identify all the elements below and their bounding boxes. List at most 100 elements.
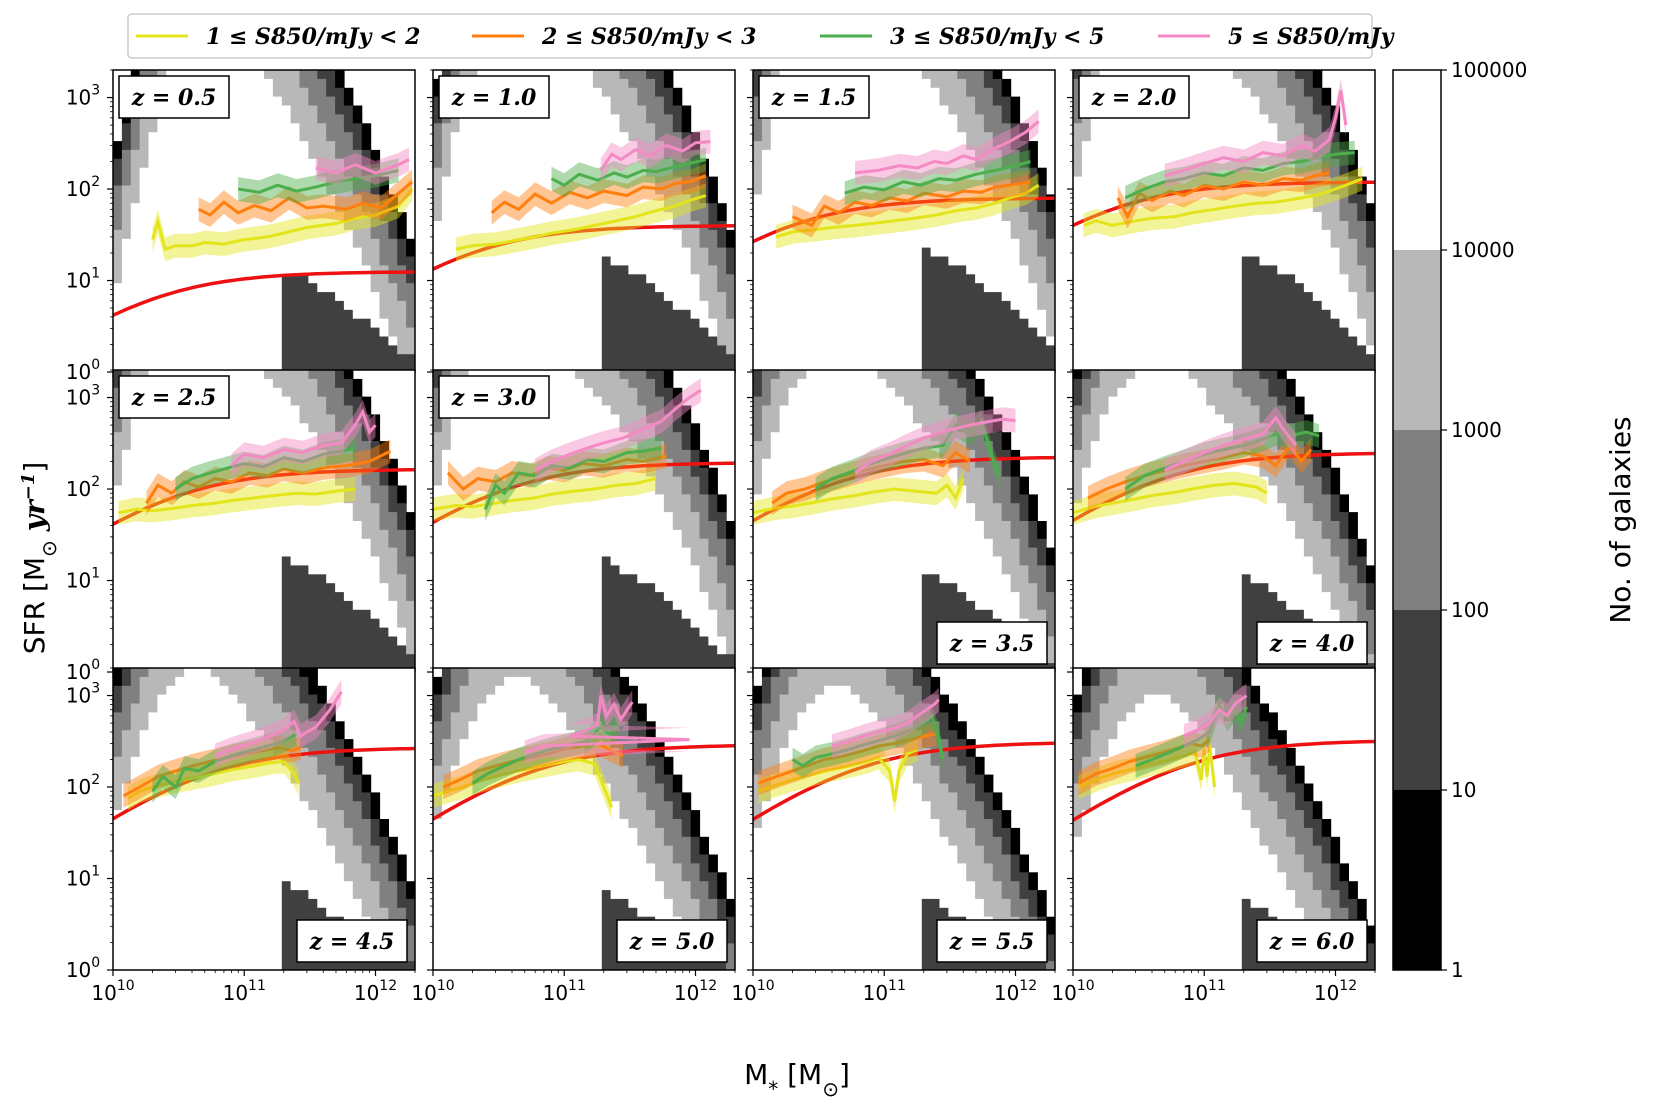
heatmap-cell xyxy=(157,114,167,124)
heatmap-cell xyxy=(1250,292,1261,302)
heatmap-cell xyxy=(1339,132,1349,142)
heatmap-cell xyxy=(1188,203,1198,213)
heatmap-cell xyxy=(139,574,150,584)
heatmap-cell xyxy=(1303,185,1314,195)
heatmap-cell xyxy=(246,78,256,89)
heatmap-cell xyxy=(272,185,283,195)
heatmap-cell xyxy=(486,70,496,80)
heatmap-cell xyxy=(557,158,567,169)
heatmap-cell xyxy=(521,167,532,178)
heatmap-cell xyxy=(441,292,452,302)
heatmap-cell xyxy=(148,354,158,364)
heatmap-cell xyxy=(601,194,612,204)
heatmap-cell xyxy=(326,123,336,133)
heatmap-cell xyxy=(317,300,327,311)
heatmap-cell xyxy=(539,167,550,178)
heatmap-cell xyxy=(335,194,345,204)
heatmap-cell xyxy=(1126,212,1136,222)
heatmap-cell xyxy=(841,123,852,133)
heatmap-cell xyxy=(441,194,452,204)
heatmap-cell xyxy=(130,203,141,213)
heatmap-cell xyxy=(326,265,336,275)
heatmap-cell xyxy=(121,370,132,380)
heatmap-cell xyxy=(237,229,247,240)
heatmap-cell xyxy=(272,247,283,258)
heatmap-cell xyxy=(1001,114,1012,124)
heatmap-cell xyxy=(121,185,132,195)
heatmap-cell xyxy=(921,149,932,160)
heatmap-cell xyxy=(841,229,852,240)
heatmap-cell xyxy=(930,336,941,346)
heatmap-cell xyxy=(1259,300,1269,311)
heatmap-cell xyxy=(157,547,167,558)
heatmap-cell xyxy=(1348,336,1358,346)
heatmap-cell xyxy=(388,327,398,338)
series-line-pink xyxy=(599,140,711,172)
heatmap-cell xyxy=(655,158,665,169)
heatmap-cell xyxy=(148,627,158,638)
heatmap-cell xyxy=(1188,70,1198,80)
heatmap-cell xyxy=(1215,70,1225,80)
heatmap-cell xyxy=(1224,247,1234,258)
heatmap-cell xyxy=(957,345,967,355)
heatmap-cell xyxy=(592,105,603,115)
heatmap-cell xyxy=(433,265,443,275)
heatmap-cell xyxy=(397,327,407,338)
heatmap-cell xyxy=(1215,194,1225,204)
heatmap-cell xyxy=(1001,345,1012,355)
heatmap-cell xyxy=(904,318,914,329)
heatmap-cell xyxy=(441,318,452,329)
heatmap-cell xyxy=(832,247,843,258)
main-sequence-curve xyxy=(433,224,735,271)
heatmap-cell xyxy=(166,449,176,460)
heatmap-cell xyxy=(388,256,398,266)
heatmap-cell xyxy=(1259,105,1269,115)
heatmap-cell xyxy=(930,203,941,213)
heatmap-cell xyxy=(717,203,727,213)
heatmap-cell xyxy=(753,363,763,372)
heatmap-cell xyxy=(832,123,843,133)
heatmap-cell xyxy=(157,212,167,222)
heatmap-cell xyxy=(219,274,230,284)
heatmap-cell xyxy=(717,345,727,355)
heatmap-cell xyxy=(113,574,123,584)
heatmap-cell xyxy=(1161,203,1172,213)
heatmap-cell xyxy=(1046,292,1055,302)
heatmap-cell xyxy=(992,309,1003,320)
heatmap-cell xyxy=(299,283,309,293)
heatmap-cell xyxy=(281,185,292,195)
heatmap-cell xyxy=(690,247,701,258)
heatmap-cell xyxy=(228,114,238,124)
heatmap-cell xyxy=(1303,318,1314,329)
heatmap-cell xyxy=(1170,354,1181,364)
heatmap-cell xyxy=(139,300,150,311)
heatmap-cell xyxy=(904,265,914,275)
heatmap-cell xyxy=(139,256,150,266)
heatmap-cell xyxy=(1010,105,1021,115)
heatmap-cell xyxy=(290,229,301,240)
heatmap-cell xyxy=(148,274,158,284)
heatmap-cell xyxy=(1286,167,1296,178)
heatmap-cell xyxy=(157,336,167,346)
heatmap-cell xyxy=(1170,158,1181,169)
heatmap-cell xyxy=(468,158,478,169)
heatmap-cell xyxy=(335,256,345,266)
heatmap-cell xyxy=(628,132,638,142)
heatmap-cell xyxy=(210,309,221,320)
heatmap-cell xyxy=(228,336,238,346)
heatmap-cell xyxy=(1001,96,1012,107)
heatmap-cell xyxy=(975,354,985,364)
heatmap-cell xyxy=(255,327,265,338)
heatmap-cell xyxy=(166,274,176,284)
heatmap-cell xyxy=(824,194,834,204)
heatmap-cell xyxy=(895,132,905,142)
heatmap-cell xyxy=(379,283,389,293)
heatmap-cell xyxy=(548,363,558,372)
heatmap-cell xyxy=(335,96,345,107)
heatmap-cell xyxy=(806,141,816,151)
heatmap-cell xyxy=(1330,318,1341,329)
heatmap-cell xyxy=(1073,141,1083,151)
heatmap-cell xyxy=(1348,292,1358,302)
heatmap-cell xyxy=(1001,256,1012,266)
heatmap-cell xyxy=(1161,309,1172,320)
